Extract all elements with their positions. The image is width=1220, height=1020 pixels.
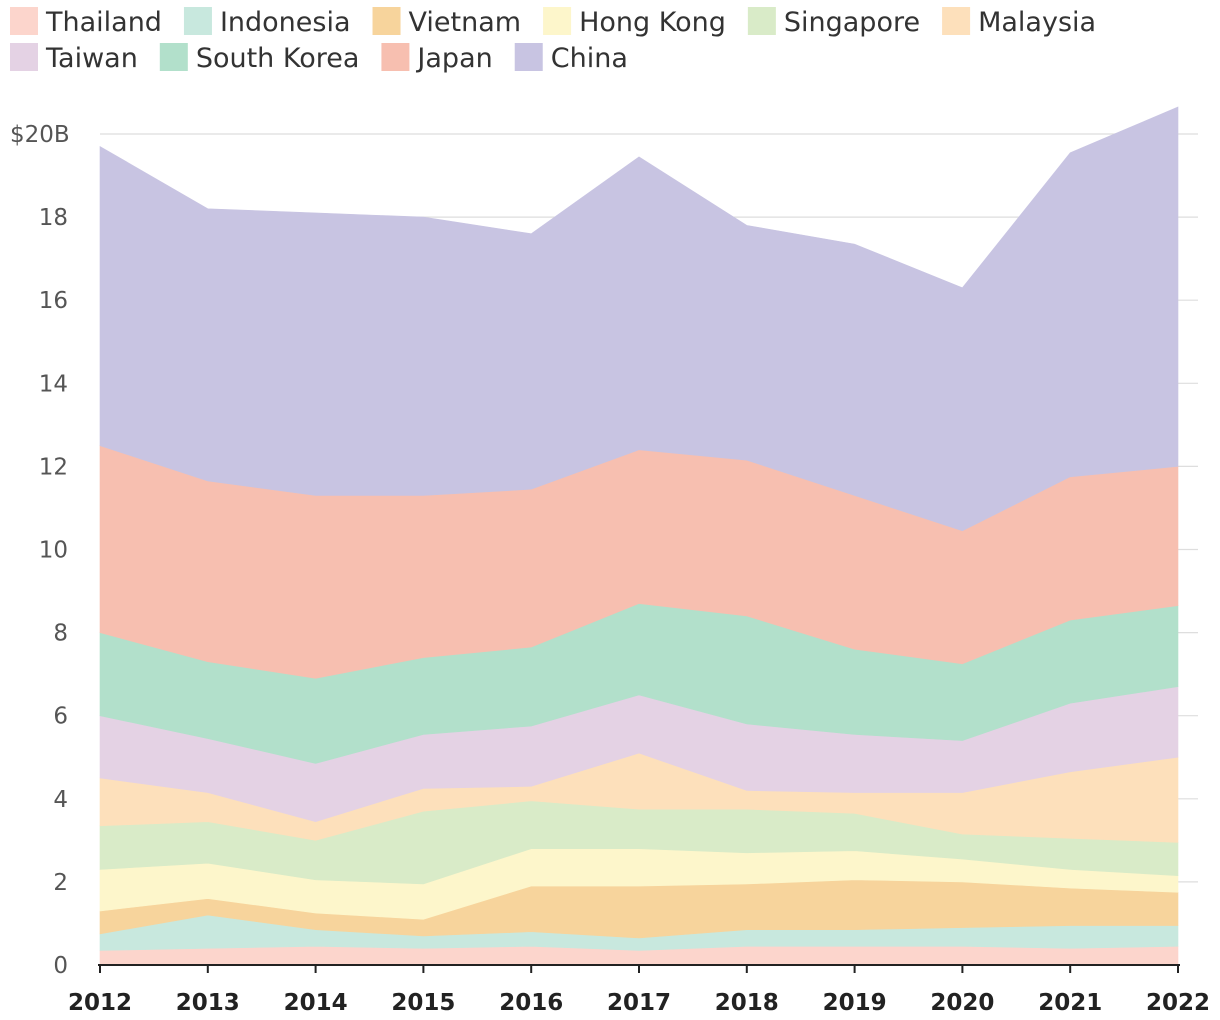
legend-label: South Korea [196,43,360,74]
area-china [99,106,1179,532]
y-tick-label: 14 [39,371,68,397]
legend-swatch [183,7,212,35]
legend-label: Malaysia [978,7,1096,38]
legend-item-taiwan: Taiwan [10,43,138,74]
legend-label: Hong Kong [579,7,726,38]
legend: Thailand Indonesia Vietnam Hong Kong Singapo… [10,7,1096,74]
y-tick-label: 0 [53,953,68,979]
y-tick-label: $20B [10,122,70,148]
legend-item-japan: Japan [381,43,493,74]
legend-label: Taiwan [45,43,138,74]
x-tick-label: 2018 [715,990,779,1016]
legend-swatch [381,43,410,71]
y-tick-label: 18 [39,205,68,231]
y-tick-label: 10 [39,538,68,564]
x-axis-tick-labels: 2012 2013 2014 2015 2016 2017 2018 2019 2020 2021… [68,990,1210,1016]
x-tick-label: 2019 [823,990,887,1016]
legend-swatch [747,7,776,35]
legend-swatch [10,43,38,71]
legend-label: Indonesia [220,7,351,38]
x-tick-label: 2016 [499,990,563,1016]
legend-swatch [159,43,188,71]
legend-swatch [543,7,572,35]
area-series [99,106,1179,966]
x-tick-label: 2012 [68,990,132,1016]
y-axis-tick-labels: 0 2 4 6 8 10 12 14 16 18 $20B [10,122,70,979]
legend-item-china: China [514,43,628,74]
y-tick-label: 6 [53,704,68,730]
legend-item-singapore: Singapore [747,7,920,38]
legend-label: China [551,43,628,74]
legend-label: Japan [415,43,492,74]
legend-item-indonesia: Indonesia [183,7,351,38]
legend-swatch [10,7,38,35]
x-tick-label: 2017 [607,990,671,1016]
legend-item-thailand: Thailand [10,7,162,38]
y-tick-label: 8 [53,621,68,647]
legend-label: Thailand [45,7,162,38]
x-tick-label: 2022 [1146,990,1210,1016]
legend-label: Singapore [784,7,920,38]
axes [98,964,1180,973]
y-tick-label: 4 [53,787,68,813]
legend-label: Vietnam [409,7,522,38]
legend-swatch [372,7,401,35]
x-tick-label: 2015 [391,990,455,1016]
x-tick-label: 2013 [176,990,240,1016]
y-tick-label: 2 [53,870,68,896]
legend-item-hong-kong: Hong Kong [543,7,726,38]
legend-item-vietnam: Vietnam [372,7,522,38]
y-tick-label: 16 [39,288,68,314]
x-tick-label: 2020 [930,990,994,1016]
y-tick-label: 12 [39,454,68,480]
legend-item-south-korea: South Korea [159,43,360,74]
x-tick-label: 2021 [1038,990,1102,1016]
x-tick-label: 2014 [284,990,348,1016]
legend-swatch [942,7,971,35]
legend-swatch [514,43,543,71]
legend-item-malaysia: Malaysia [942,7,1096,38]
